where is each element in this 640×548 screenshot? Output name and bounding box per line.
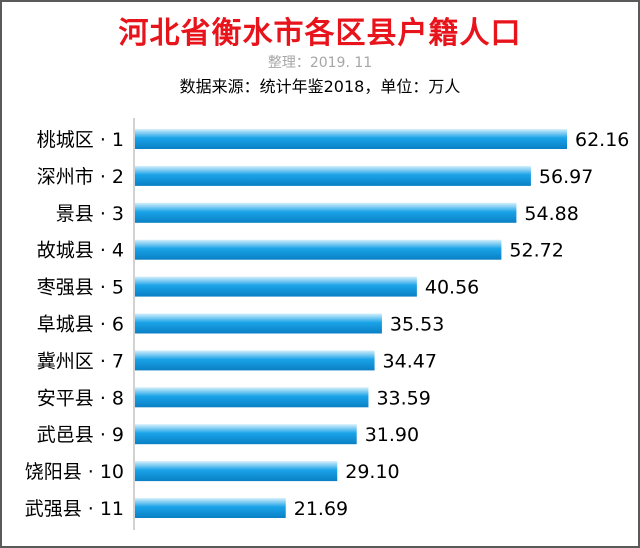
category-label: 故城县 · 4 [37,240,124,262]
category-label: 枣强县 · 5 [37,277,124,299]
category-label: 深州市 · 2 [37,166,124,188]
category-label: 冀州区 · 7 [37,350,124,372]
value-label: 54.88 [524,203,578,225]
value-label: 34.47 [383,350,437,372]
value-label: 31.90 [365,424,419,446]
bar [135,239,502,260]
chart-title: 河北省衡水市各区县户籍人口 [118,16,522,51]
bar [135,202,517,223]
value-label: 33.59 [376,387,430,409]
value-label: 62.16 [575,129,629,151]
bar [135,498,286,518]
bar [135,461,338,482]
bar [135,350,375,371]
bar [135,129,567,149]
category-label: 安平县 · 8 [37,387,124,409]
bar [135,276,417,297]
value-label: 21.69 [294,498,348,520]
bar [135,313,382,334]
value-label: 40.56 [425,277,479,299]
value-label: 56.97 [539,166,593,188]
category-label: 饶阳县 · 10 [25,461,124,483]
bar [135,165,531,186]
category-label: 武邑县 · 9 [37,424,124,446]
category-label: 武强县 · 11 [25,498,124,520]
category-label: 阜城县 · 6 [37,314,124,336]
value-label: 35.53 [390,314,444,336]
category-label: 桃城区 · 1 [37,129,124,151]
bar [135,387,369,408]
value-label: 52.72 [509,240,563,262]
value-label: 29.10 [345,461,399,483]
category-label: 景县 · 3 [56,203,124,225]
chart-subtitle: 整理：2019. 11 [267,55,373,71]
data-source-note: 数据来源：统计年鉴2018，单位：万人 [179,77,461,96]
bar [135,424,357,445]
